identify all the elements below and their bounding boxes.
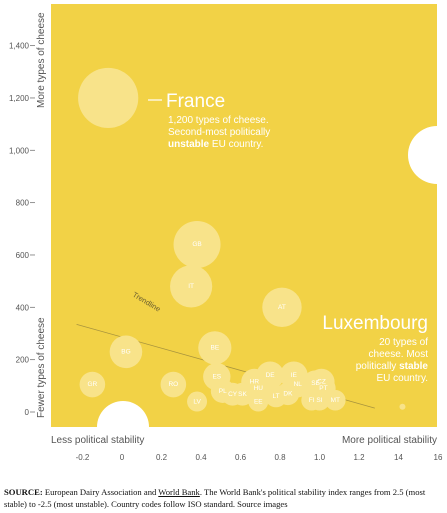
code-ee: EE bbox=[254, 398, 263, 405]
x-tick-label: 1.2 bbox=[353, 453, 365, 462]
code-be: BE bbox=[210, 345, 219, 352]
code-lv: LV bbox=[193, 398, 201, 405]
y-tick-label: 0 bbox=[25, 408, 30, 417]
code-es: ES bbox=[212, 373, 221, 380]
source-note: SOURCE: European Dairy Association and W… bbox=[4, 486, 444, 510]
luxembourg-line4: EU country. bbox=[377, 373, 429, 384]
code-nl: NL bbox=[294, 381, 303, 388]
code-gb: GB bbox=[192, 241, 201, 248]
france-name: France bbox=[166, 91, 225, 112]
bubble-lv bbox=[187, 391, 208, 412]
code-de: DE bbox=[266, 372, 276, 379]
code-ie: IE bbox=[291, 372, 298, 379]
code-pt: PT bbox=[319, 385, 327, 392]
x-tick-label: 16 bbox=[434, 453, 443, 462]
luxembourg-line3-pre: politically bbox=[356, 361, 399, 372]
code-gr: GR bbox=[88, 381, 98, 388]
x-label-right: More political stability bbox=[342, 435, 437, 446]
y-tick-label: 1,200 bbox=[9, 94, 30, 103]
code-se: SE bbox=[311, 380, 320, 387]
code-lt: LT bbox=[272, 393, 279, 400]
bubble-at bbox=[262, 287, 302, 328]
luxembourg-line1: 20 types of bbox=[379, 337, 428, 348]
code-cz: CZ bbox=[317, 379, 326, 386]
bubble-ee bbox=[248, 391, 269, 412]
world-bank-link[interactable]: World Bank bbox=[158, 487, 200, 497]
y-tick-label: 200 bbox=[16, 356, 30, 365]
y-label-top: More types of cheese bbox=[36, 12, 47, 108]
x-tick-label: 0.8 bbox=[274, 453, 286, 462]
luxembourg-name: Luxembourg bbox=[322, 313, 428, 334]
code-at: AT bbox=[278, 304, 286, 311]
y-tick-label: 800 bbox=[16, 199, 30, 208]
france-line3-bold: unstable bbox=[168, 139, 210, 150]
code-it: IT bbox=[188, 283, 194, 290]
bubble-it bbox=[170, 265, 213, 308]
luxembourg-line3-bold: stable bbox=[399, 361, 428, 372]
bubble-gr bbox=[79, 371, 106, 398]
bubble-de bbox=[256, 361, 285, 390]
bubble-ro bbox=[160, 371, 187, 398]
y-label-bottom: Fewer types of cheese bbox=[36, 317, 47, 418]
x-tick-label: 0 bbox=[120, 453, 125, 462]
bubble-fr bbox=[78, 67, 139, 129]
x-tick-label: 14 bbox=[394, 453, 403, 462]
code-mt: MT bbox=[331, 397, 340, 404]
france-line3: unstable EU country. bbox=[168, 139, 263, 150]
y-axis-ticks: 0 200 400 600 800 1,000 1,200 1,400 bbox=[9, 42, 35, 417]
code-cy: CY bbox=[228, 391, 238, 398]
y-tick-label: 600 bbox=[16, 251, 30, 260]
x-tick-label: 0.6 bbox=[235, 453, 247, 462]
france-line1: 1,200 types of cheese. bbox=[168, 115, 269, 126]
bubble-lu bbox=[399, 403, 406, 410]
france-line3-rest: EU country. bbox=[209, 139, 263, 150]
france-line2: Second-most politically bbox=[168, 127, 270, 138]
y-tick-label: 1,400 bbox=[9, 42, 30, 51]
bubble-bg bbox=[109, 335, 143, 369]
luxembourg-line3: politically stable bbox=[356, 361, 429, 372]
code-si: SI bbox=[316, 397, 322, 404]
luxembourg-line2: cheese. Most bbox=[369, 349, 429, 360]
source-text-post: . The World Bank's political stability i… bbox=[4, 487, 426, 509]
y-tick-label: 400 bbox=[16, 303, 30, 312]
bubble-be bbox=[198, 331, 232, 365]
y-tick-label: 1,000 bbox=[9, 146, 30, 155]
code-sk: SK bbox=[238, 391, 247, 398]
code-pl: PL bbox=[219, 388, 227, 395]
x-tick-label: 0.4 bbox=[195, 453, 207, 462]
x-tick-label: 0.2 bbox=[156, 453, 168, 462]
code-bg: BG bbox=[121, 349, 130, 356]
bubble-mt bbox=[325, 389, 346, 411]
x-axis-ticks: -0.2 0 0.2 0.4 0.6 0.8 1.0 1.2 14 16 bbox=[76, 453, 443, 462]
code-fi: FI bbox=[309, 397, 315, 404]
x-tick-label: 1.0 bbox=[314, 453, 326, 462]
bubble-si bbox=[309, 389, 330, 411]
code-dk: DK bbox=[283, 390, 293, 397]
code-ro: RO bbox=[168, 381, 178, 388]
source-text-pre: European Dairy Association and bbox=[42, 487, 159, 497]
bubbles-group bbox=[78, 67, 406, 412]
x-label-left: Less political stability bbox=[51, 435, 144, 446]
code-hr: HR bbox=[250, 379, 260, 386]
code-hu: HU bbox=[254, 385, 264, 392]
x-tick-label: -0.2 bbox=[76, 453, 90, 462]
cheese-plate bbox=[51, 4, 437, 427]
bubble-gb bbox=[173, 221, 221, 269]
source-label: SOURCE: bbox=[4, 487, 43, 497]
